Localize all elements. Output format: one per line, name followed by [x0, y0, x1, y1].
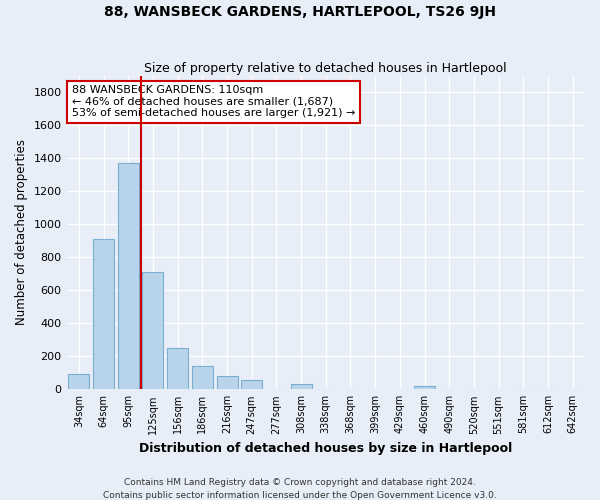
- Bar: [217, 376, 238, 390]
- Text: 88 WANSBECK GARDENS: 110sqm
← 46% of detached houses are smaller (1,687)
53% of : 88 WANSBECK GARDENS: 110sqm ← 46% of det…: [72, 85, 355, 118]
- Text: 88, WANSBECK GARDENS, HARTLEPOOL, TS26 9JH: 88, WANSBECK GARDENS, HARTLEPOOL, TS26 9…: [104, 5, 496, 19]
- Bar: [167, 348, 188, 390]
- Bar: [93, 239, 114, 390]
- Title: Size of property relative to detached houses in Hartlepool: Size of property relative to detached ho…: [145, 62, 507, 74]
- Bar: [414, 386, 435, 390]
- Bar: [192, 366, 213, 390]
- Bar: [118, 163, 139, 390]
- Bar: [290, 384, 311, 390]
- Bar: [142, 272, 163, 390]
- Bar: [241, 380, 262, 390]
- Text: Contains HM Land Registry data © Crown copyright and database right 2024.
Contai: Contains HM Land Registry data © Crown c…: [103, 478, 497, 500]
- Y-axis label: Number of detached properties: Number of detached properties: [15, 140, 28, 326]
- X-axis label: Distribution of detached houses by size in Hartlepool: Distribution of detached houses by size …: [139, 442, 512, 455]
- Bar: [68, 374, 89, 390]
